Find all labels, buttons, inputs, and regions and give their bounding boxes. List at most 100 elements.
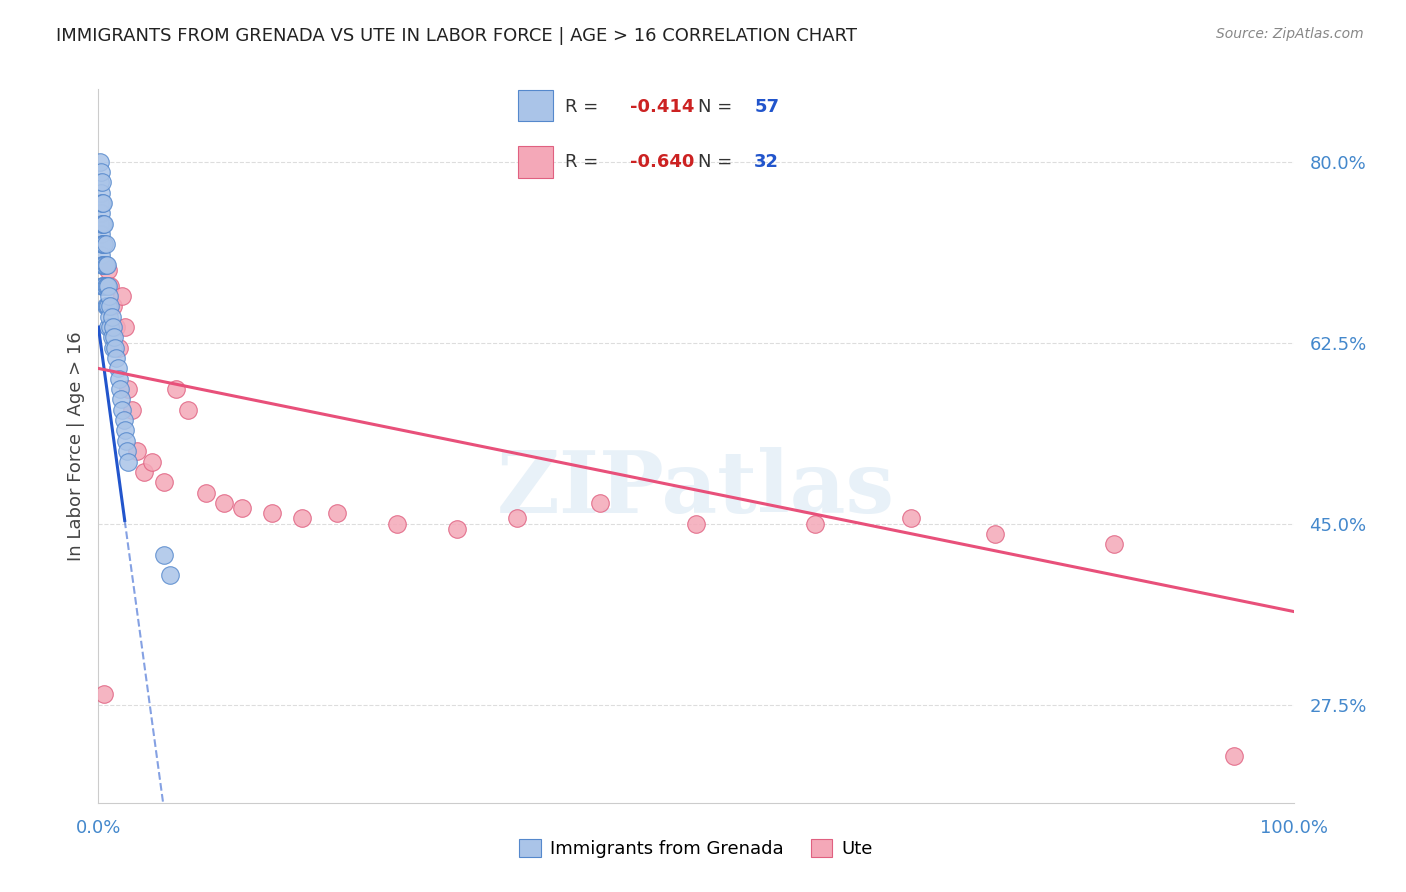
Point xyxy=(93,278,115,293)
Legend: Immigrants from Grenada, Ute: Immigrants from Grenada, Ute xyxy=(512,831,880,865)
Point xyxy=(90,248,112,262)
Point xyxy=(94,237,117,252)
Point xyxy=(159,568,181,582)
Text: -0.640: -0.640 xyxy=(630,153,695,171)
Point xyxy=(94,278,117,293)
Point xyxy=(91,175,114,189)
Point xyxy=(900,511,922,525)
Point xyxy=(97,299,120,313)
Point xyxy=(114,424,136,438)
Point xyxy=(107,341,129,355)
Point xyxy=(589,496,612,510)
Text: N =: N = xyxy=(697,98,733,116)
Point xyxy=(685,516,707,531)
Point xyxy=(984,527,1007,541)
Point xyxy=(115,444,138,458)
Point xyxy=(91,278,114,293)
Point xyxy=(97,263,120,277)
Point xyxy=(260,506,283,520)
Point xyxy=(117,382,139,396)
Point xyxy=(91,196,114,211)
Text: R =: R = xyxy=(565,153,599,171)
Point xyxy=(1223,749,1246,764)
Point xyxy=(91,237,114,252)
Point xyxy=(101,299,124,313)
Point xyxy=(111,402,134,417)
Point xyxy=(100,330,122,344)
Point xyxy=(107,361,129,376)
Point xyxy=(195,485,218,500)
Point xyxy=(98,289,121,303)
Point xyxy=(101,320,124,334)
Point xyxy=(506,511,529,525)
Y-axis label: In Labor Force | Age > 16: In Labor Force | Age > 16 xyxy=(66,331,84,561)
Point xyxy=(110,392,132,407)
Point xyxy=(97,320,120,334)
Point xyxy=(94,299,117,313)
Point xyxy=(94,258,117,272)
Point xyxy=(141,454,163,468)
Point xyxy=(121,402,143,417)
Point xyxy=(90,186,112,200)
FancyBboxPatch shape xyxy=(517,90,554,121)
Point xyxy=(91,278,114,293)
Point xyxy=(89,175,111,189)
Point xyxy=(96,299,118,313)
Point xyxy=(132,465,155,479)
Point xyxy=(108,382,131,396)
Point xyxy=(89,196,111,211)
Point xyxy=(112,413,135,427)
Point xyxy=(115,434,138,448)
Text: ZIPatlas: ZIPatlas xyxy=(496,447,896,531)
Point xyxy=(98,299,122,313)
Text: N =: N = xyxy=(697,153,733,171)
Point xyxy=(90,206,112,220)
Point xyxy=(98,278,122,293)
Point xyxy=(93,258,115,272)
Point xyxy=(105,320,128,334)
Point xyxy=(98,310,121,324)
Text: Source: ZipAtlas.com: Source: ZipAtlas.com xyxy=(1216,27,1364,41)
Point xyxy=(91,196,114,211)
Point xyxy=(89,217,111,231)
Text: 57: 57 xyxy=(754,98,779,116)
Text: IMMIGRANTS FROM GRENADA VS UTE IN LABOR FORCE | AGE > 16 CORRELATION CHART: IMMIGRANTS FROM GRENADA VS UTE IN LABOR … xyxy=(56,27,858,45)
Point xyxy=(93,687,115,701)
Text: R =: R = xyxy=(565,98,599,116)
Text: -0.414: -0.414 xyxy=(630,98,695,116)
Point xyxy=(153,475,176,490)
Point xyxy=(91,237,114,252)
Point xyxy=(96,278,118,293)
Point xyxy=(104,341,127,355)
Point xyxy=(111,289,134,303)
Point xyxy=(125,444,148,458)
Text: 32: 32 xyxy=(754,153,779,171)
Point xyxy=(101,341,124,355)
Point xyxy=(91,258,114,272)
Point xyxy=(446,522,468,536)
FancyBboxPatch shape xyxy=(517,146,554,178)
Point xyxy=(91,258,114,272)
Point xyxy=(98,320,122,334)
Point xyxy=(91,217,114,231)
Point xyxy=(97,278,120,293)
Point xyxy=(1104,537,1126,551)
Point xyxy=(326,506,349,520)
Point xyxy=(90,227,112,241)
Point xyxy=(212,496,235,510)
Point xyxy=(93,237,115,252)
Point xyxy=(804,516,827,531)
Point xyxy=(165,382,187,396)
Point xyxy=(153,548,176,562)
Point xyxy=(291,511,314,525)
Point xyxy=(90,165,112,179)
Point xyxy=(105,351,128,365)
Point xyxy=(93,217,115,231)
Point xyxy=(117,454,139,468)
Point xyxy=(96,258,118,272)
Point xyxy=(91,217,114,231)
Point xyxy=(89,154,111,169)
Point xyxy=(177,402,200,417)
Point xyxy=(385,516,409,531)
Point xyxy=(114,320,136,334)
